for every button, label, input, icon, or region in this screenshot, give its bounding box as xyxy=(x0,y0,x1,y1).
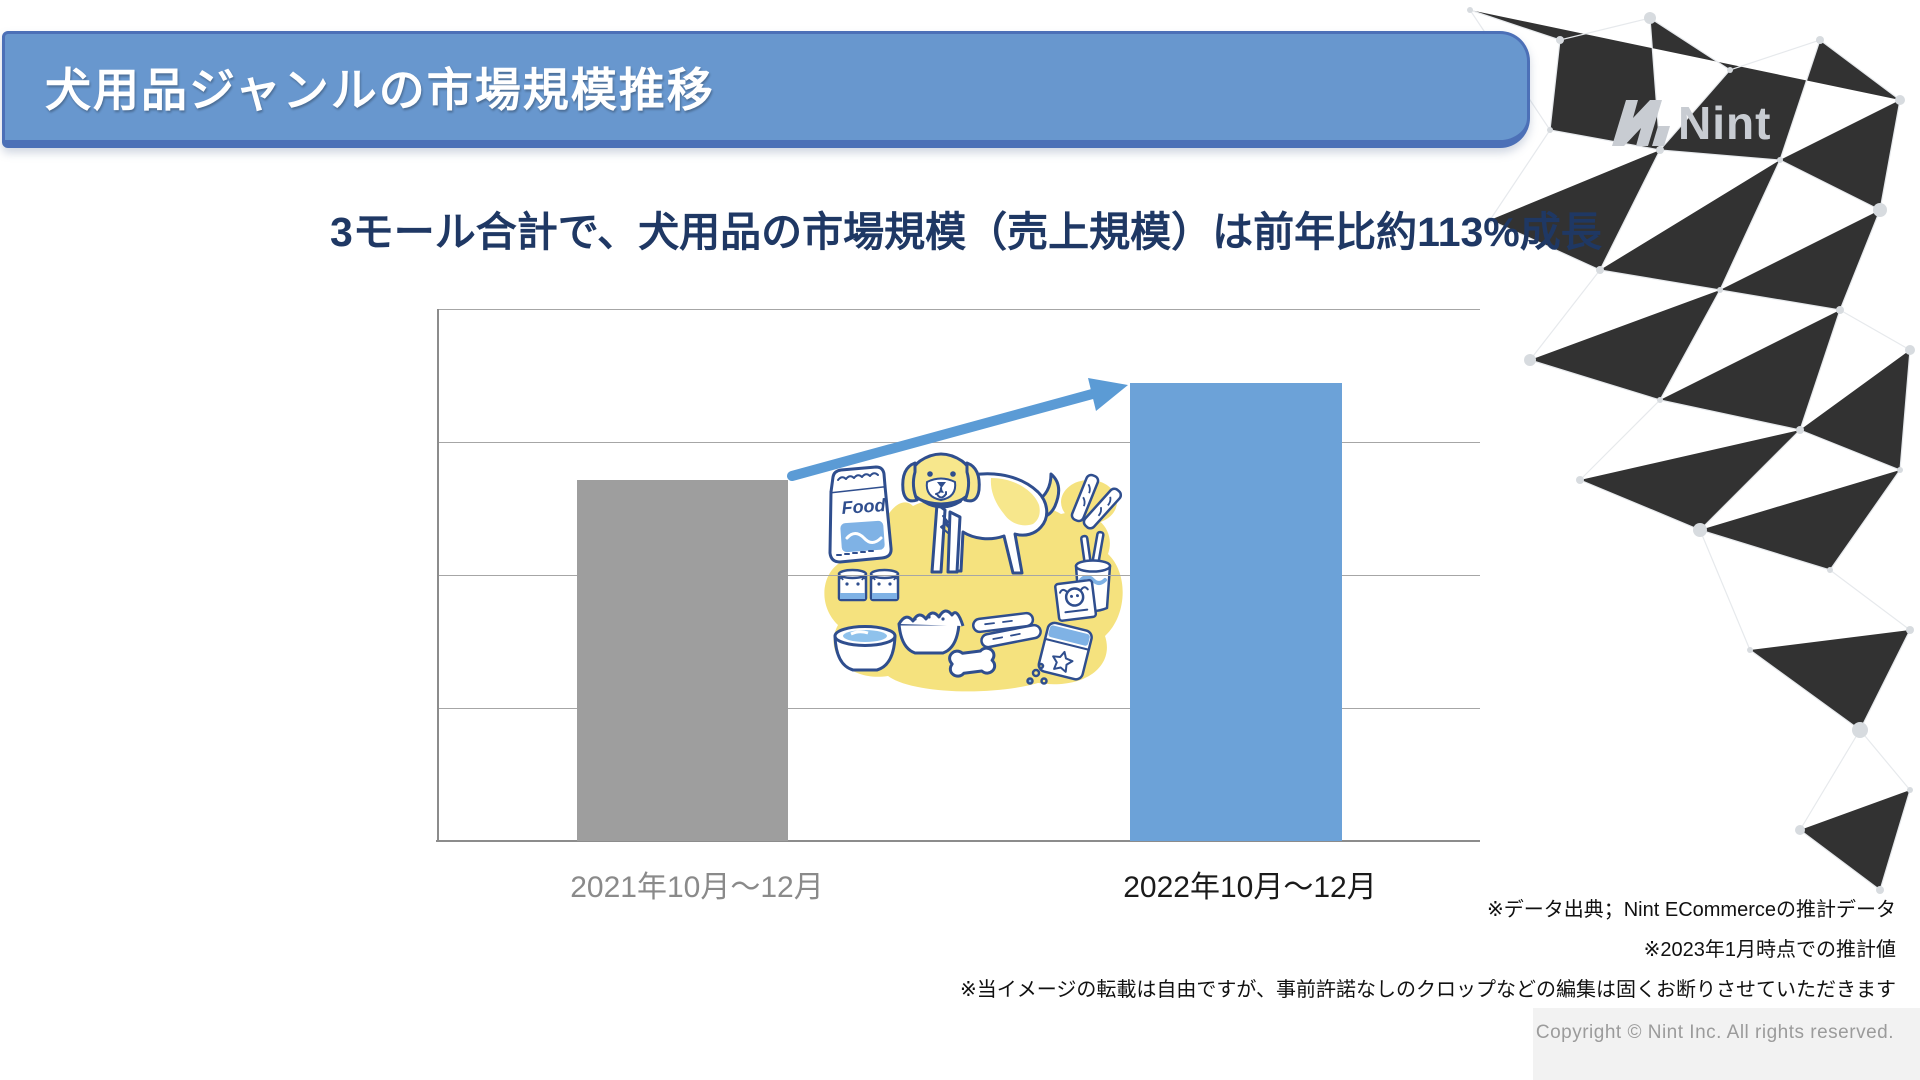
copyright-panel: Copyright © Nint Inc. All rights reserve… xyxy=(1533,1008,1920,1080)
y-axis-line xyxy=(437,309,439,841)
header-banner: 犬用品ジャンルの市場規模推移 xyxy=(2,31,1530,148)
brush-cup-and-card xyxy=(1054,530,1112,622)
gridline-top xyxy=(438,309,1480,310)
gridline-3 xyxy=(438,708,1480,709)
canned-food xyxy=(837,568,900,602)
snack-pouch xyxy=(1026,621,1093,685)
chart-subtitle: 3モール合計で、犬用品の市場規模（売上規模）は前年比約113%成長 xyxy=(330,209,1602,255)
footnotes: ※データ出典；Nint ECommerceの推計データ ※2023年1月時点での… xyxy=(960,890,1896,1010)
treat-bars xyxy=(971,611,1042,649)
gridline-2 xyxy=(438,575,1480,576)
footnote-usage-terms: ※当イメージの転載は自由ですが、事前許諾なしのクロップなどの編集は固くお断りさせ… xyxy=(960,979,1896,1001)
bar-2021 xyxy=(577,480,788,841)
nint-logo: Nint xyxy=(1612,92,1802,154)
kibble-bowl xyxy=(897,609,965,655)
water-bowl xyxy=(833,625,897,672)
copyright-text: Copyright © Nint Inc. All rights reserve… xyxy=(1535,1022,1894,1043)
food-bag-label: Food xyxy=(841,495,887,518)
food-bag xyxy=(828,465,893,564)
bar-2022 xyxy=(1130,383,1342,841)
bar-chart-plot-area: Food xyxy=(436,309,1480,842)
treat-sticks xyxy=(1061,473,1123,530)
x-axis-line xyxy=(436,840,1480,842)
page-title: 犬用品ジャンルの市場規模推移 xyxy=(45,64,715,116)
x-label-2022: 2022年10月〜12月 xyxy=(1123,871,1377,904)
footnote-data-source: ※データ出典；Nint ECommerceの推計データ xyxy=(1486,899,1896,921)
bone xyxy=(948,646,997,678)
nint-logo-icon xyxy=(1612,100,1670,146)
pet-supplies-illustration: Food xyxy=(824,452,1123,692)
footnote-estimate-date: ※2023年1月時点での推計値 xyxy=(1643,939,1896,961)
nint-logo-text: Nint xyxy=(1678,97,1772,149)
x-label-2021: 2021年10月〜12月 xyxy=(570,871,824,904)
